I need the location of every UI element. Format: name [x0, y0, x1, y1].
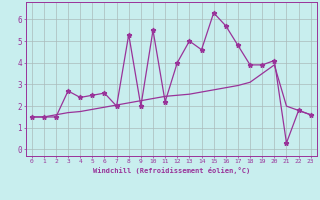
X-axis label: Windchill (Refroidissement éolien,°C): Windchill (Refroidissement éolien,°C) — [92, 167, 250, 174]
